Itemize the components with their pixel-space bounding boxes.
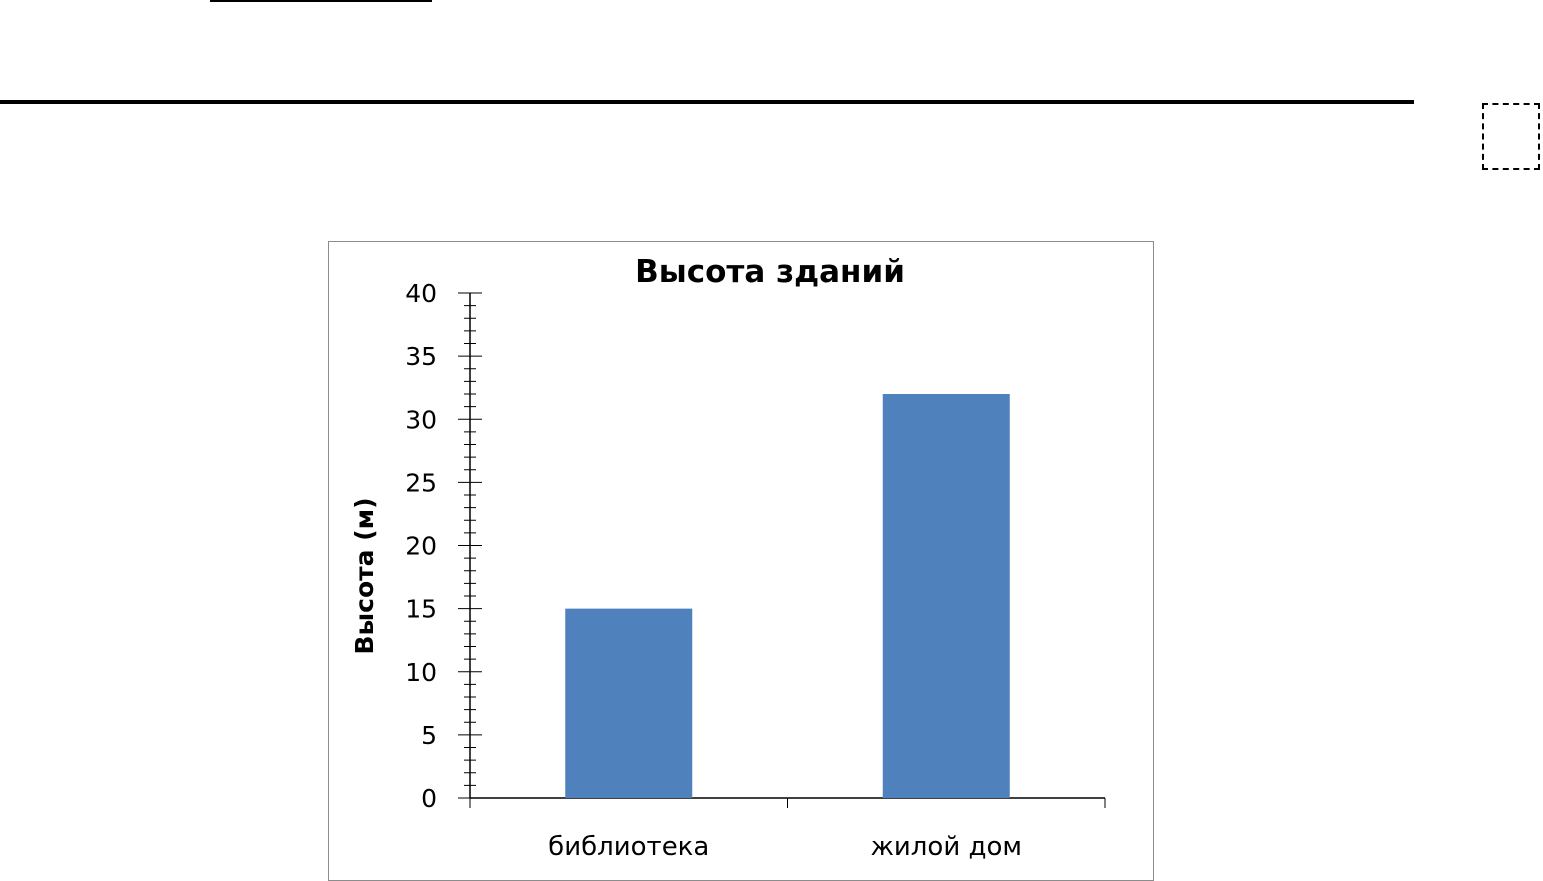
- y-tick-label: 0: [421, 784, 437, 813]
- y-tick-label: 20: [405, 532, 437, 561]
- bar-2: [882, 394, 1010, 798]
- y-tick-label: 35: [405, 342, 437, 371]
- y-tick-label: 40: [405, 279, 437, 308]
- y-axis-label: Высота (м): [350, 497, 379, 654]
- top-short-rule: [210, 0, 432, 2]
- y-tick-labels: 0 5 10 15 20 25 30 35 40: [405, 279, 437, 813]
- x-category-label: жилой дом: [870, 832, 1022, 862]
- section-divider-line: [0, 100, 1414, 104]
- y-tick-label: 5: [421, 721, 437, 750]
- chart-title: Высота зданий: [635, 254, 905, 290]
- x-tick-labels: библиотека жилой дом: [548, 832, 1022, 862]
- y-tick-label: 10: [405, 658, 437, 687]
- y-tick-label: 15: [405, 595, 437, 624]
- answer-box[interactable]: [1482, 103, 1540, 170]
- bar-1: [565, 608, 693, 798]
- chart-bars: [565, 394, 1010, 798]
- x-category-label: библиотека: [548, 832, 709, 862]
- y-tick-label: 30: [405, 405, 437, 434]
- y-tick-label: 25: [405, 468, 437, 497]
- chart-frame: [328, 241, 1154, 881]
- chart-axes: [458, 292, 1106, 808]
